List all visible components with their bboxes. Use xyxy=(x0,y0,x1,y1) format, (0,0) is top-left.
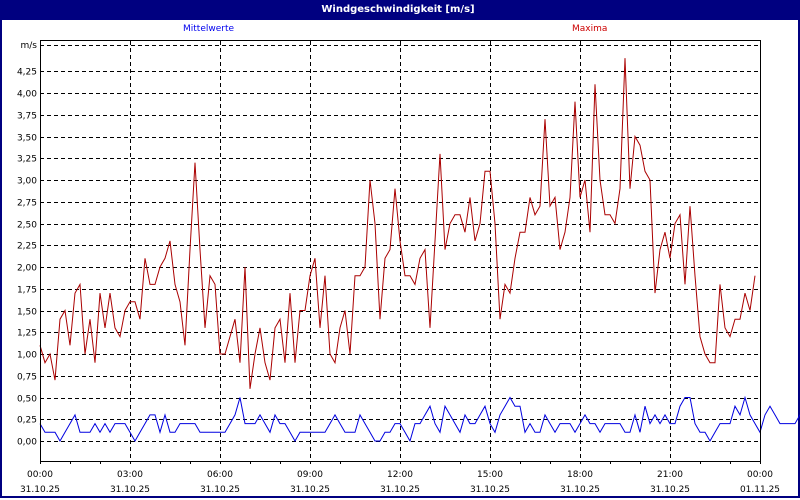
y-tick-label: 2,50 xyxy=(17,221,37,231)
x-tick-time: 12:00 xyxy=(387,470,413,480)
x-tick-date: 31.10.25 xyxy=(470,485,510,495)
y-tick-label: 2,25 xyxy=(17,242,37,252)
y-tick-label: 4,25 xyxy=(17,68,37,78)
y-tick-label: 4,00 xyxy=(17,90,37,100)
x-tick-time: 18:00 xyxy=(567,470,593,480)
x-tick-date: 31.10.25 xyxy=(20,485,60,495)
series-maxima-line xyxy=(39,58,756,389)
series-mittelwerte-line xyxy=(39,395,800,443)
x-tick-date: 31.10.25 xyxy=(650,485,690,495)
y-tick-label: 3,50 xyxy=(17,134,37,144)
y-tick-label: 0,00 xyxy=(17,438,37,448)
x-tick-date: 31.10.25 xyxy=(380,485,420,495)
grid-lines xyxy=(40,41,760,461)
plot-frame xyxy=(40,40,761,462)
y-tick-label: 1,75 xyxy=(17,286,37,296)
y-tick-label: 1,25 xyxy=(17,329,37,339)
y-tick-label: 1,00 xyxy=(17,351,37,361)
x-tick-time: 00:00 xyxy=(27,470,53,480)
x-tick-date: 31.10.25 xyxy=(290,485,330,495)
y-tick-label: 2,75 xyxy=(17,199,37,209)
x-tick-date: 31.10.25 xyxy=(560,485,600,495)
x-tick-date: 01.11.25 xyxy=(740,485,780,495)
window-title: Windgeschwindigkeit [m/s] xyxy=(0,0,798,20)
y-tick-label: 0,25 xyxy=(17,416,37,426)
y-tick-label: 3,00 xyxy=(17,177,37,187)
x-tick-time: 06:00 xyxy=(207,470,233,480)
legend-maxima: Maxima xyxy=(572,24,608,34)
y-tick-label: 1,50 xyxy=(17,308,37,318)
y-tick-label: 0,50 xyxy=(17,395,37,405)
x-tick-date: 31.10.25 xyxy=(110,485,150,495)
x-axis: 00:00 31.10.25 03:00 31.10.25 06:00 31.10.25 0… xyxy=(20,461,780,495)
y-tick-label: 2,00 xyxy=(17,264,37,274)
y-tick-label: 3,75 xyxy=(17,112,37,122)
x-tick-time: 00:00 xyxy=(747,470,773,480)
y-tick-label: 0,75 xyxy=(17,373,37,383)
x-tick-time: 15:00 xyxy=(477,470,503,480)
legend-mittelwerte: Mittelwerte xyxy=(183,24,235,34)
y-axis: m/s 4,25 4,00 3,75 3,50 3,25 3,00 2,75 2,50 2,25 2… xyxy=(17,41,37,448)
x-tick-date: 31.10.25 xyxy=(200,485,240,495)
x-tick-time: 09:00 xyxy=(297,470,323,480)
x-tick-time: 03:00 xyxy=(117,470,143,480)
y-unit-label: m/s xyxy=(21,41,38,51)
y-tick-label: 3,25 xyxy=(17,155,37,165)
x-tick-time: 21:00 xyxy=(657,470,683,480)
